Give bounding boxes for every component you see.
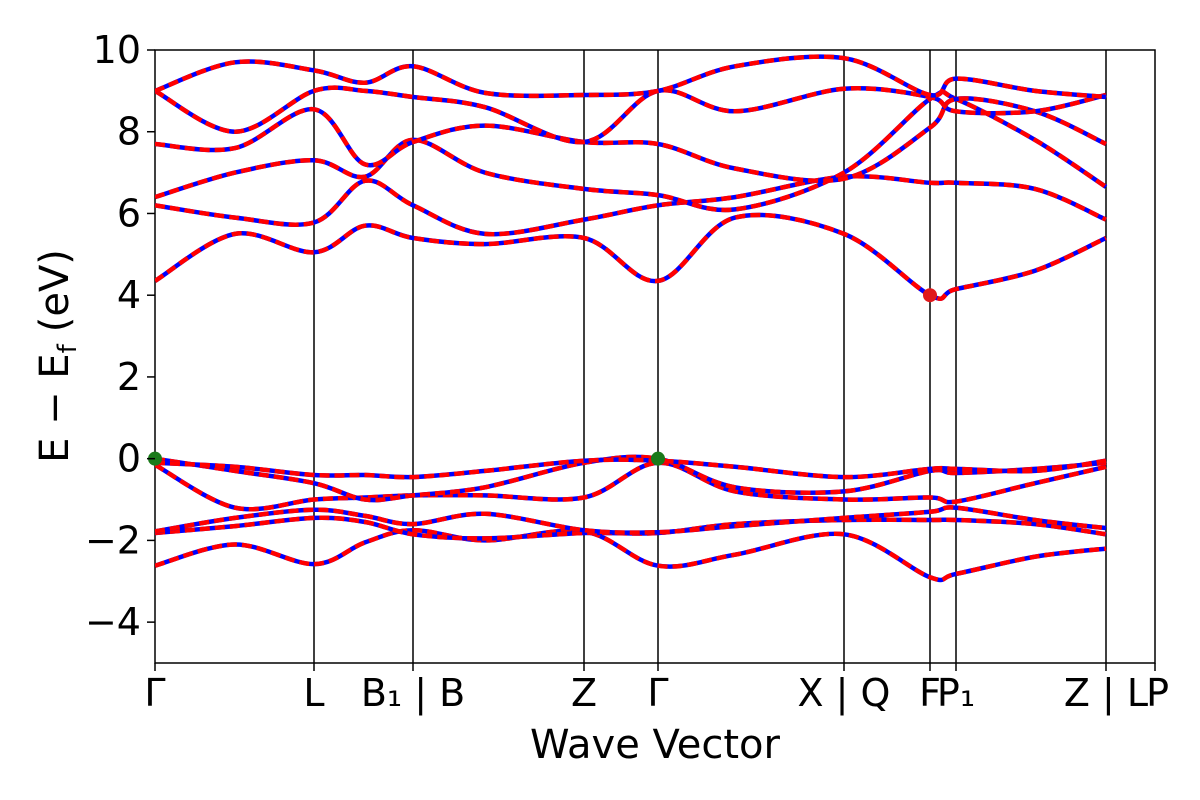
x-tick-label: F <box>919 671 941 715</box>
x-tick-label: B₁ | B <box>361 671 465 716</box>
x-tick-label: Γ <box>647 671 668 715</box>
x-tick-label: Γ <box>144 671 165 715</box>
plot-frame <box>154 49 1156 664</box>
band-wannier-line <box>155 174 1107 237</box>
x-tick-label: P <box>1146 671 1169 715</box>
x-axis-ticks: Γ L B₁ | B Z Γ X | Q FP₁ Z | LP <box>144 663 1169 716</box>
y-tick-label: 0 <box>117 437 141 481</box>
x-axis-title: Wave Vector <box>530 722 781 768</box>
band-wannier-line <box>155 85 1107 145</box>
band-wannier-line <box>155 454 1107 503</box>
band-wannier-line <box>155 527 1107 583</box>
plot-area <box>148 49 1156 664</box>
y-tick-label: 4 <box>117 273 141 317</box>
y-tick-label: 6 <box>117 191 141 235</box>
cbm-marker <box>923 288 937 303</box>
y-tick-label: 8 <box>117 110 141 154</box>
y-axis-ticks: −4 −2 0 2 4 6 8 10 <box>85 28 155 644</box>
x-tick-label: P₁ <box>937 671 975 715</box>
y-axis-title-unit: (eV) <box>32 249 78 332</box>
kpath-lines <box>313 50 1107 663</box>
band-wannier-line <box>155 212 1107 301</box>
y-axis-title-main: E − E <box>32 353 78 463</box>
x-tick-label: Z <box>571 671 597 715</box>
y-axis-title: E − Ef (eV) <box>32 249 83 463</box>
band-wannier-line <box>155 96 1107 184</box>
band-wannier-line <box>155 460 1107 512</box>
band-wannier-line <box>155 505 1107 535</box>
y-tick-label: 10 <box>93 28 141 72</box>
band-wannier-line <box>155 54 1107 100</box>
band-lines <box>155 54 1108 583</box>
x-tick-label: X | Q <box>798 671 891 716</box>
x-tick-label: L <box>303 671 324 715</box>
y-tick-label: 2 <box>117 355 141 399</box>
y-tick-label: −2 <box>85 518 141 562</box>
x-tick-label: Z | L <box>1064 671 1148 716</box>
band-wannier-line <box>155 457 1107 480</box>
y-tick-label: −4 <box>85 600 141 644</box>
y-axis-title-sub: f <box>53 343 83 353</box>
vbm-marker <box>651 451 665 466</box>
